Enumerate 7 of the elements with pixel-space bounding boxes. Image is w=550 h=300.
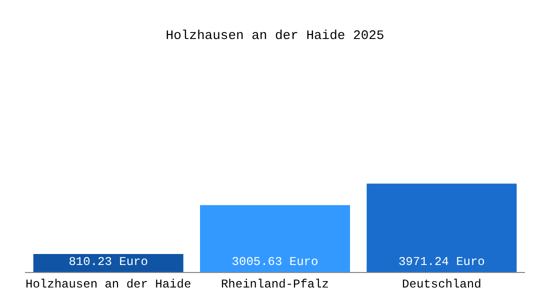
data-label: 3971.24 Euro	[398, 255, 485, 269]
data-label: 810.23 Euro	[68, 255, 148, 269]
x-tick-label: Rheinland-Pfalz	[220, 277, 330, 292]
x-tick-label: Holzhausen an der Haide	[26, 277, 192, 292]
x-tick-label: Deutschland	[402, 277, 482, 292]
chart-title: Holzhausen an der Haide 2025	[166, 28, 384, 44]
data-label: 3005.63 Euro	[232, 255, 318, 269]
